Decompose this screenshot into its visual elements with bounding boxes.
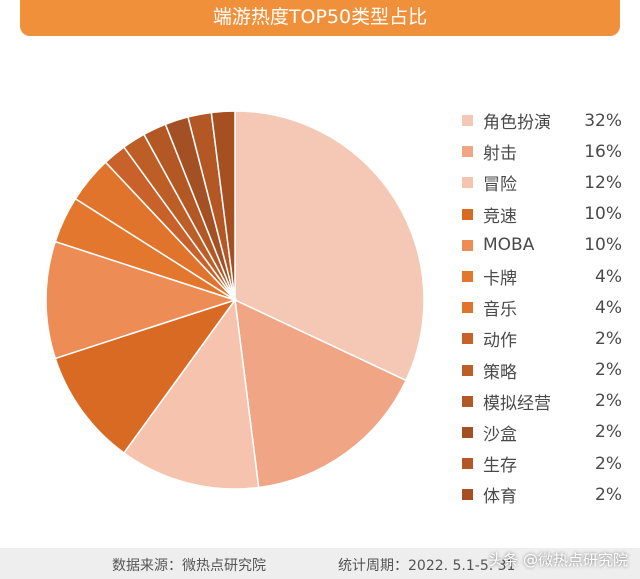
legend-swatch: [462, 458, 473, 470]
legend-swatch: [462, 333, 473, 345]
legend-swatch: [462, 489, 473, 501]
legend-label: 策略: [483, 362, 517, 383]
footer-bar: 数据来源：微热点研究院 统计周期：2022. 5.1-5. 31 头条 @微热点…: [0, 548, 640, 579]
legend-value: 16%: [584, 141, 622, 162]
legend-swatch: [462, 146, 473, 158]
legend-label: MOBA: [483, 235, 535, 256]
legend-label: 生存: [483, 456, 517, 477]
legend-item: 沙盒 2%: [462, 417, 622, 448]
pie-slice-3: [54, 298, 237, 454]
pie-slice-1: [234, 298, 408, 489]
legend-value: 2%: [595, 391, 622, 412]
legend-label: 射击: [483, 144, 517, 165]
legend-value: 4%: [595, 266, 622, 287]
legend-swatch: [462, 239, 473, 251]
legend-swatch: [462, 364, 473, 376]
legend-value: 2%: [595, 422, 622, 443]
chart-legend: 角色扮演 32% 射击 16% 冒险 12% 竞速 10% MOBA 10% 卡牌 4% 音乐 4% 动作 2…: [462, 105, 622, 510]
legend-item: 音乐 4%: [462, 292, 622, 323]
legend-item: 动作 2%: [462, 323, 622, 354]
legend-item: 角色扮演 32%: [462, 105, 622, 136]
legend-item: 卡牌 4%: [462, 261, 622, 292]
legend-value: 10%: [584, 204, 622, 225]
legend-label: 模拟经营: [483, 393, 551, 414]
legend-item: 策略 2%: [462, 355, 622, 386]
legend-value: 2%: [595, 453, 622, 474]
legend-label: 卡牌: [483, 269, 517, 290]
chart-title-banner: 端游热度TOP50类型占比: [20, 0, 620, 36]
legend-swatch: [462, 177, 473, 189]
legend-value: 32%: [584, 110, 622, 131]
pie-chart: [45, 110, 425, 490]
legend-label: 沙盒: [483, 424, 517, 445]
legend-swatch: [462, 115, 473, 127]
legend-swatch: [462, 208, 473, 220]
legend-swatch: [462, 395, 473, 407]
legend-label: 动作: [483, 331, 517, 352]
legend-swatch: [462, 302, 473, 314]
stat-period: 统计周期：2022. 5.1-5. 31: [338, 558, 516, 574]
legend-item: 模拟经营 2%: [462, 386, 622, 417]
legend-swatch: [462, 426, 473, 438]
legend-label: 体育: [483, 487, 517, 508]
legend-value: 2%: [595, 328, 622, 349]
legend-label: 音乐: [483, 300, 517, 321]
legend-value: 10%: [584, 235, 622, 256]
pie-slice-12: [210, 110, 236, 301]
pie-slice-4: [45, 240, 238, 360]
pie-slice-2: [122, 298, 260, 490]
legend-item: 冒险 12%: [462, 167, 622, 198]
legend-value: 2%: [595, 360, 622, 381]
legend-label: 角色扮演: [483, 113, 551, 134]
chart-title: 端游热度TOP50类型占比: [212, 6, 428, 28]
legend-item: 生存 2%: [462, 448, 622, 479]
legend-item: 体育 2%: [462, 479, 622, 510]
legend-value: 4%: [595, 297, 622, 318]
legend-item: MOBA 10%: [462, 230, 622, 261]
watermark: 头条 @微热点研究院: [488, 551, 628, 569]
pie-slice-0: [234, 110, 425, 382]
legend-value: 12%: [584, 172, 622, 193]
legend-label: 竞速: [483, 206, 517, 227]
legend-item: 射击 16%: [462, 136, 622, 167]
legend-value: 2%: [595, 484, 622, 505]
legend-item: 竞速 10%: [462, 199, 622, 230]
legend-label: 冒险: [483, 175, 517, 196]
data-source: 数据来源：微热点研究院: [112, 558, 266, 574]
legend-swatch: [462, 271, 473, 283]
